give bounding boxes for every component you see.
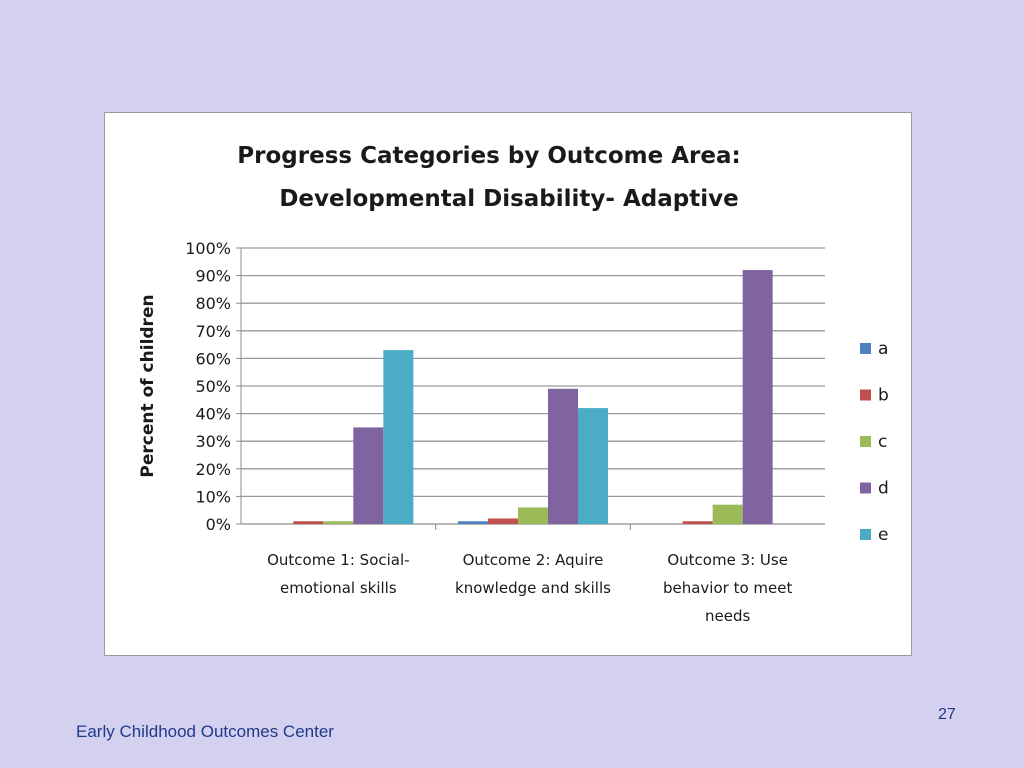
legend-label-a: a xyxy=(878,339,888,359)
bar-a xyxy=(458,521,488,524)
legend-label-b: b xyxy=(878,386,889,406)
legend-label-c: c xyxy=(878,432,887,452)
y-tick-label: 20% xyxy=(195,460,231,479)
y-tick-label: 80% xyxy=(195,294,231,313)
category-label: Outcome 3: Use behavior to meet needs xyxy=(663,551,793,625)
bar-e xyxy=(383,350,414,524)
legend-swatch-c xyxy=(860,436,871,447)
chart-title: Progress Categories by Outcome Area: xyxy=(237,143,740,169)
legend-swatch-a xyxy=(860,343,871,354)
page-number: 27 xyxy=(938,706,956,723)
y-tick-label: 100% xyxy=(185,239,231,258)
bar-b xyxy=(682,521,713,524)
legend-swatch-b xyxy=(860,389,871,401)
category-layer: Outcome 1: Social-emotional skills Outcom… xyxy=(267,551,792,625)
bar-layer xyxy=(293,270,773,524)
chart-card: Progress Categories by Outcome Area: Dev… xyxy=(104,112,912,656)
chart: Progress Categories by Outcome Area: Dev… xyxy=(138,143,889,625)
chart-subtitle: Developmental Disability- Adaptive xyxy=(279,186,738,212)
bar-c xyxy=(518,507,548,524)
legend-label-d: d xyxy=(878,479,889,499)
legend-label-e: e xyxy=(878,525,888,545)
footer-org: Early Childhood Outcomes Center xyxy=(76,722,334,741)
category-label: Outcome 2: Aquire knowledge and skills xyxy=(455,551,611,597)
y-tick-label: 50% xyxy=(195,377,231,396)
bar-b xyxy=(293,521,324,524)
bar-d xyxy=(548,388,578,524)
legend: a b c d e xyxy=(860,339,889,545)
y-tick-label: 40% xyxy=(195,405,231,424)
y-tick-label: 30% xyxy=(195,432,231,451)
bar-b xyxy=(488,518,518,524)
grid-layer xyxy=(236,247,825,530)
y-tick-label: 0% xyxy=(206,515,231,534)
category-label: Outcome 1: Social-emotional skills xyxy=(267,551,409,597)
bar-c xyxy=(712,504,743,524)
bar-e xyxy=(578,408,608,524)
bar-c xyxy=(323,521,354,524)
y-tick-label: 10% xyxy=(195,487,231,506)
y-tick-layer: 0% 10% 20% 30% 40% 50% 60% 70% 80% 90% 100% xyxy=(185,239,231,534)
y-tick-label: 60% xyxy=(195,349,231,368)
bar-d xyxy=(742,270,773,524)
legend-swatch-e xyxy=(860,529,871,540)
y-tick-label: 90% xyxy=(195,267,231,286)
bar-d xyxy=(353,427,384,524)
y-axis-label: Percent of children xyxy=(138,294,158,477)
y-tick-label: 70% xyxy=(195,322,231,341)
legend-swatch-d xyxy=(860,482,871,494)
